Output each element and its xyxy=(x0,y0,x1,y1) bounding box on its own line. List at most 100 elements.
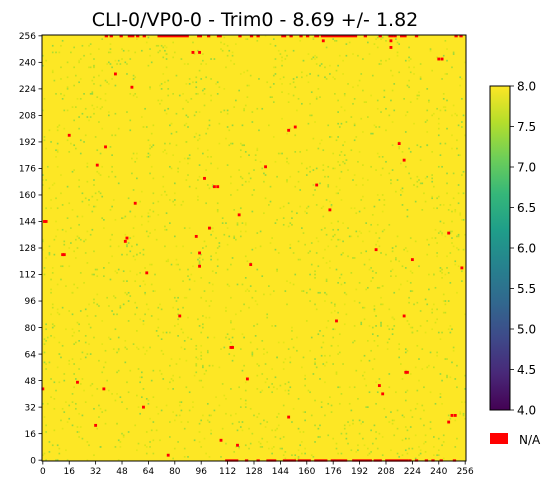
heatmap-cell xyxy=(256,107,259,110)
heatmap-cell xyxy=(76,97,79,100)
heatmap-cell xyxy=(55,93,57,95)
heatmap-cell xyxy=(126,245,128,248)
heatmap-cell xyxy=(107,305,110,307)
na-cell xyxy=(389,46,393,49)
heatmap-cell xyxy=(289,175,292,178)
heatmap-cell xyxy=(223,43,226,45)
heatmap-cell xyxy=(228,144,231,147)
heatmap-cell xyxy=(187,101,189,103)
heatmap-cell xyxy=(96,275,99,278)
heatmap-cell xyxy=(424,200,427,203)
heatmap-cell xyxy=(284,49,287,52)
y-tick-label: 128 xyxy=(19,244,36,254)
heatmap-cell xyxy=(254,335,257,337)
heatmap-cell xyxy=(291,326,293,329)
heatmap-cell xyxy=(140,116,143,118)
heatmap-cell xyxy=(198,431,201,433)
heatmap-cell xyxy=(147,308,150,311)
heatmap-cell xyxy=(129,250,132,253)
heatmap-cell xyxy=(45,328,47,331)
heatmap-cell xyxy=(76,247,79,249)
heatmap-cell xyxy=(426,131,429,133)
heatmap-cell xyxy=(447,414,450,417)
heatmap-cell xyxy=(419,182,422,185)
heatmap-cell xyxy=(193,53,196,55)
heatmap-cell xyxy=(357,449,359,452)
heatmap-cell xyxy=(248,447,250,450)
heatmap-cell xyxy=(45,431,47,433)
heatmap-cell xyxy=(198,111,201,113)
heatmap-cell xyxy=(292,78,295,80)
heatmap-cell xyxy=(200,379,203,382)
heatmap-cell xyxy=(172,374,174,377)
heatmap-cell xyxy=(78,179,80,181)
heatmap-cell xyxy=(132,74,135,77)
heatmap-cell xyxy=(409,426,412,428)
heatmap-cell xyxy=(132,189,135,191)
heatmap-cell xyxy=(337,64,339,67)
heatmap-cell xyxy=(188,391,191,394)
heatmap-cell xyxy=(243,109,245,112)
heatmap-cell xyxy=(302,431,305,433)
heatmap-cell xyxy=(244,389,247,392)
heatmap-cell xyxy=(437,122,440,125)
heatmap-cell xyxy=(256,149,259,152)
heatmap-cell xyxy=(137,368,140,370)
y-tick-label: 208 xyxy=(19,112,36,122)
heatmap-cell xyxy=(277,412,280,415)
heatmap-cell xyxy=(126,381,128,384)
heatmap-cell xyxy=(437,454,440,457)
heatmap-cell xyxy=(404,399,407,402)
heatmap-cell xyxy=(340,432,343,435)
heatmap-cell xyxy=(93,298,95,301)
heatmap-cell xyxy=(388,338,391,340)
heatmap-cell xyxy=(353,300,356,302)
heatmap-cell xyxy=(116,351,118,354)
heatmap-cell xyxy=(140,396,143,399)
heatmap-cell xyxy=(324,175,326,178)
heatmap-cell xyxy=(368,452,371,455)
na-cell xyxy=(44,220,48,223)
heatmap-cell xyxy=(195,86,198,89)
heatmap-cell xyxy=(355,136,358,138)
heatmap-cell xyxy=(305,149,308,152)
heatmap-cell xyxy=(183,427,186,430)
heatmap-cell xyxy=(383,407,386,410)
heatmap-cell xyxy=(208,456,211,458)
heatmap-cell xyxy=(98,190,100,193)
heatmap-cell xyxy=(127,242,130,244)
heatmap-cell xyxy=(211,283,214,286)
heatmap-cell xyxy=(111,205,113,208)
heatmap-cell xyxy=(101,38,104,40)
heatmap-cell xyxy=(228,235,231,238)
heatmap-cell xyxy=(58,341,61,344)
heatmap-cell xyxy=(43,136,46,138)
heatmap-cell xyxy=(261,373,264,375)
na-cell xyxy=(328,208,332,212)
heatmap-cell xyxy=(126,243,128,246)
heatmap-cell xyxy=(340,199,343,201)
heatmap-cell xyxy=(239,398,242,400)
heatmap-cell xyxy=(154,290,156,292)
heatmap-cell xyxy=(378,245,381,248)
heatmap-cell xyxy=(172,41,174,44)
heatmap-cell xyxy=(56,444,59,447)
heatmap-cell xyxy=(79,358,82,360)
heatmap-cell xyxy=(398,71,401,74)
heatmap-cell xyxy=(109,51,112,54)
heatmap-cell xyxy=(363,444,366,447)
heatmap-cell xyxy=(202,258,204,261)
heatmap-cell xyxy=(304,210,306,213)
heatmap-cell xyxy=(50,291,52,294)
heatmap-cell xyxy=(426,144,429,147)
heatmap-cell xyxy=(381,167,384,170)
heatmap-cell xyxy=(381,436,384,438)
heatmap-cell xyxy=(198,379,201,382)
heatmap-cell xyxy=(274,44,277,47)
x-tick-label: 256 xyxy=(457,467,474,477)
heatmap-cell xyxy=(325,199,328,201)
heatmap-cell xyxy=(78,368,80,370)
heatmap-cell xyxy=(183,339,186,342)
heatmap-cell xyxy=(314,303,316,306)
heatmap-cell xyxy=(272,386,275,389)
